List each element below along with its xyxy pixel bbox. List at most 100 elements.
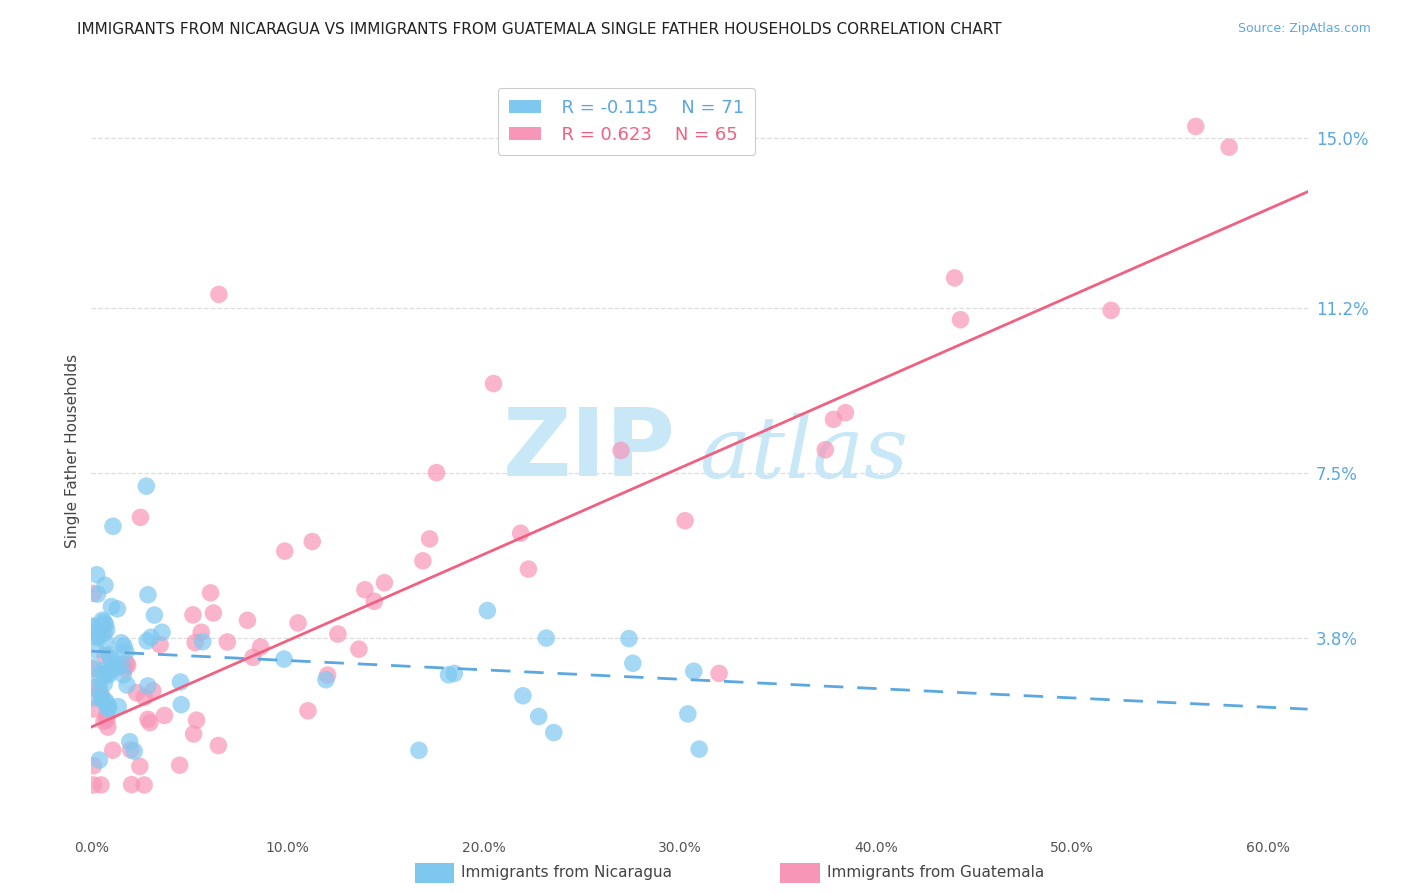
Point — [82, 586, 104, 600]
Point — [89, 672, 111, 686]
Point — [82, 702, 104, 716]
Point — [373, 575, 395, 590]
Point — [419, 532, 441, 546]
Point — [273, 652, 295, 666]
Text: Source: ZipAtlas.com: Source: ZipAtlas.com — [1237, 22, 1371, 36]
Point — [287, 615, 309, 630]
Point — [84, 643, 107, 657]
Point — [814, 442, 837, 457]
Point — [96, 623, 118, 637]
Point — [101, 661, 124, 675]
Point — [217, 635, 239, 649]
Point — [139, 630, 162, 644]
Point — [682, 665, 704, 679]
Point — [115, 657, 138, 671]
Point — [301, 534, 323, 549]
Point — [120, 743, 142, 757]
Point — [82, 690, 104, 705]
Point — [90, 692, 112, 706]
Point — [93, 666, 115, 681]
Point — [97, 700, 120, 714]
Point — [134, 690, 156, 704]
Point — [125, 686, 148, 700]
Point — [536, 631, 558, 645]
Point — [315, 673, 337, 687]
Point — [86, 567, 108, 582]
Point — [98, 648, 121, 662]
Point — [101, 519, 124, 533]
Point — [136, 712, 159, 726]
Point — [111, 657, 134, 672]
Point — [170, 698, 193, 712]
Point — [83, 758, 105, 772]
Point — [153, 708, 176, 723]
Point — [96, 709, 118, 723]
Point — [107, 602, 129, 616]
Text: ZIP: ZIP — [502, 404, 675, 497]
Point — [610, 443, 633, 458]
Point — [617, 632, 640, 646]
Point — [83, 626, 105, 640]
Point — [143, 608, 166, 623]
Point — [169, 675, 191, 690]
Point — [129, 510, 152, 524]
Point — [86, 631, 108, 645]
Point — [949, 312, 972, 326]
Point — [347, 642, 370, 657]
Point — [688, 742, 710, 756]
Point — [482, 376, 505, 391]
Point — [943, 271, 966, 285]
Point — [91, 618, 114, 632]
Text: Immigrants from Guatemala: Immigrants from Guatemala — [827, 865, 1045, 880]
Point — [363, 594, 385, 608]
Point — [82, 662, 104, 676]
Point — [94, 694, 117, 708]
Point — [136, 634, 159, 648]
Point — [96, 701, 118, 715]
Point — [107, 699, 129, 714]
Point — [249, 640, 271, 654]
Point — [186, 713, 208, 727]
Point — [621, 657, 644, 671]
Point — [97, 698, 120, 712]
Point — [93, 676, 115, 690]
Point — [181, 607, 204, 622]
Point — [112, 639, 135, 653]
Point — [509, 526, 531, 541]
Point — [200, 586, 222, 600]
Point — [114, 662, 136, 676]
Point — [135, 479, 157, 493]
Point — [150, 625, 173, 640]
Point — [134, 778, 156, 792]
Point — [149, 638, 172, 652]
Point — [477, 603, 499, 617]
Point — [326, 627, 349, 641]
Point — [96, 665, 118, 680]
Point — [707, 666, 730, 681]
Point — [543, 725, 565, 739]
Point — [94, 578, 117, 592]
Text: Immigrants from Nicaragua: Immigrants from Nicaragua — [461, 865, 672, 880]
Point — [117, 658, 139, 673]
Point — [105, 660, 128, 674]
Point — [93, 626, 115, 640]
Point — [115, 645, 138, 659]
Point — [184, 635, 207, 649]
Point — [183, 727, 205, 741]
Point — [97, 667, 120, 681]
Point — [89, 753, 111, 767]
Text: IMMIGRANTS FROM NICARAGUA VS IMMIGRANTS FROM GUATEMALA SINGLE FATHER HOUSEHOLDS : IMMIGRANTS FROM NICARAGUA VS IMMIGRANTS … — [77, 22, 1002, 37]
Point — [94, 617, 117, 632]
Point — [86, 587, 108, 601]
Point — [122, 744, 145, 758]
Point — [118, 734, 141, 748]
Point — [121, 778, 143, 792]
Point — [169, 758, 191, 772]
Point — [128, 759, 150, 773]
Point — [443, 666, 465, 681]
Point — [104, 657, 127, 671]
Point — [110, 636, 132, 650]
Point — [91, 664, 114, 678]
Point — [82, 619, 104, 633]
Point — [274, 544, 297, 558]
